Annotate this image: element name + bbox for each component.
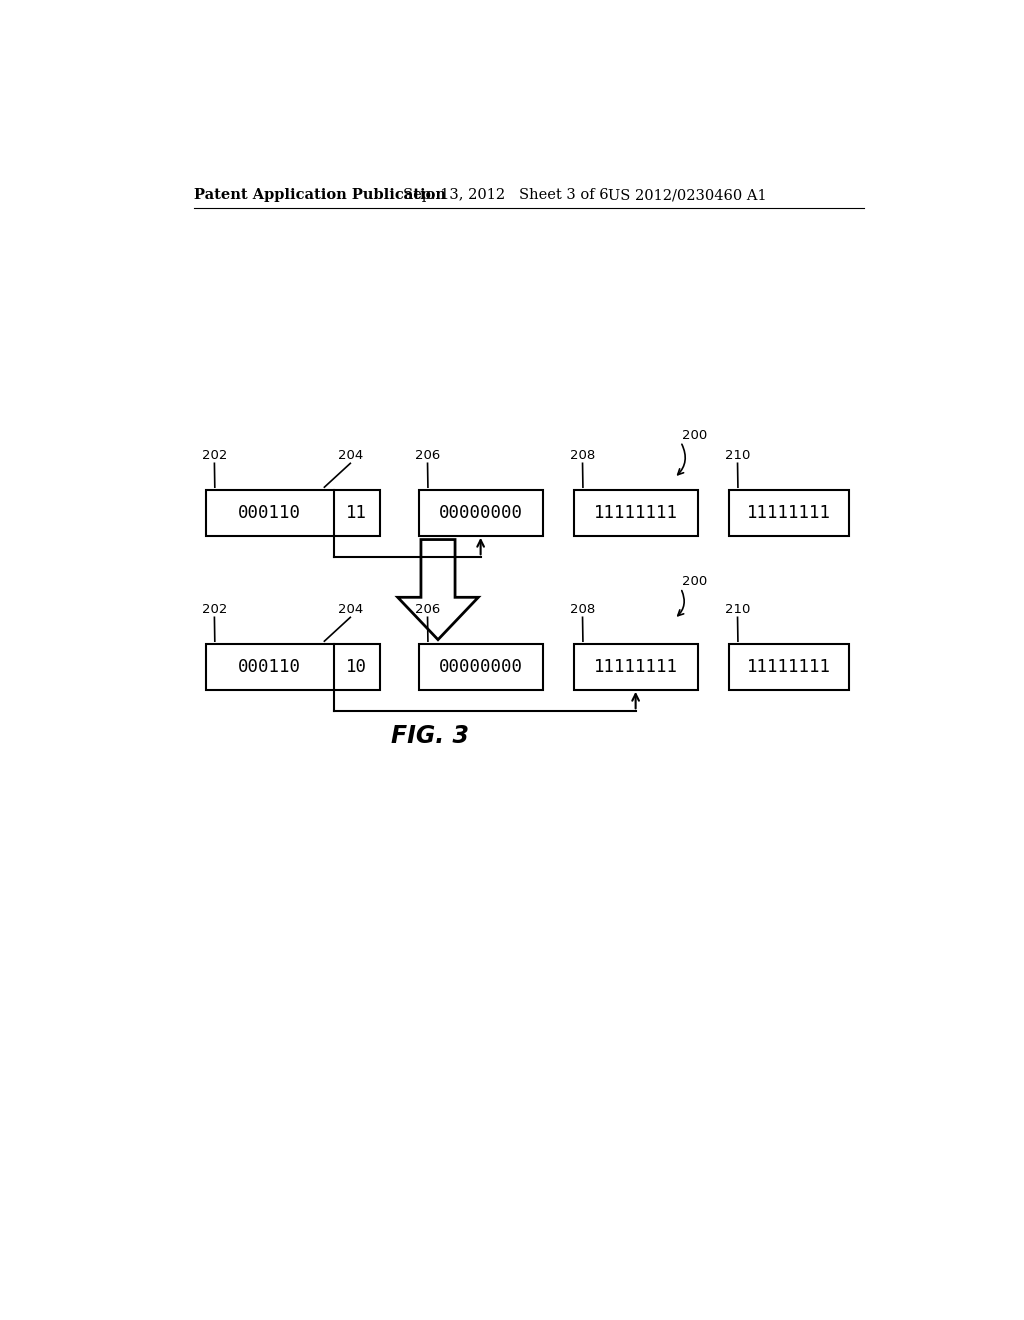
- Bar: [206, 644, 380, 689]
- Text: 204: 204: [338, 603, 362, 615]
- Bar: [573, 490, 697, 536]
- Text: 208: 208: [569, 603, 595, 615]
- Bar: [729, 490, 849, 536]
- Text: 210: 210: [725, 603, 751, 615]
- Text: 000110: 000110: [239, 504, 301, 521]
- Text: 11111111: 11111111: [746, 504, 830, 521]
- Text: 210: 210: [725, 449, 751, 462]
- Text: 202: 202: [202, 449, 227, 462]
- Text: 11111111: 11111111: [594, 657, 678, 676]
- Text: 202: 202: [202, 603, 227, 615]
- Text: 00000000: 00000000: [438, 504, 522, 521]
- Bar: [573, 644, 697, 689]
- Text: 11111111: 11111111: [746, 657, 830, 676]
- Text: Patent Application Publication: Patent Application Publication: [194, 189, 445, 202]
- Text: 206: 206: [415, 603, 440, 615]
- Text: FIG. 3: FIG. 3: [391, 723, 469, 748]
- Text: 204: 204: [338, 449, 362, 462]
- Text: US 2012/0230460 A1: US 2012/0230460 A1: [608, 189, 767, 202]
- Text: 200: 200: [682, 429, 708, 442]
- Text: 200: 200: [682, 576, 708, 589]
- Text: 11111111: 11111111: [594, 504, 678, 521]
- Text: 10: 10: [346, 657, 368, 676]
- Text: 11: 11: [346, 504, 368, 521]
- Text: 000110: 000110: [239, 657, 301, 676]
- Text: 208: 208: [569, 449, 595, 462]
- Bar: [729, 644, 849, 689]
- Text: 206: 206: [415, 449, 440, 462]
- Text: 00000000: 00000000: [438, 657, 522, 676]
- Bar: [419, 490, 543, 536]
- Text: Sep. 13, 2012   Sheet 3 of 6: Sep. 13, 2012 Sheet 3 of 6: [403, 189, 608, 202]
- Bar: [206, 490, 380, 536]
- Bar: [419, 644, 543, 689]
